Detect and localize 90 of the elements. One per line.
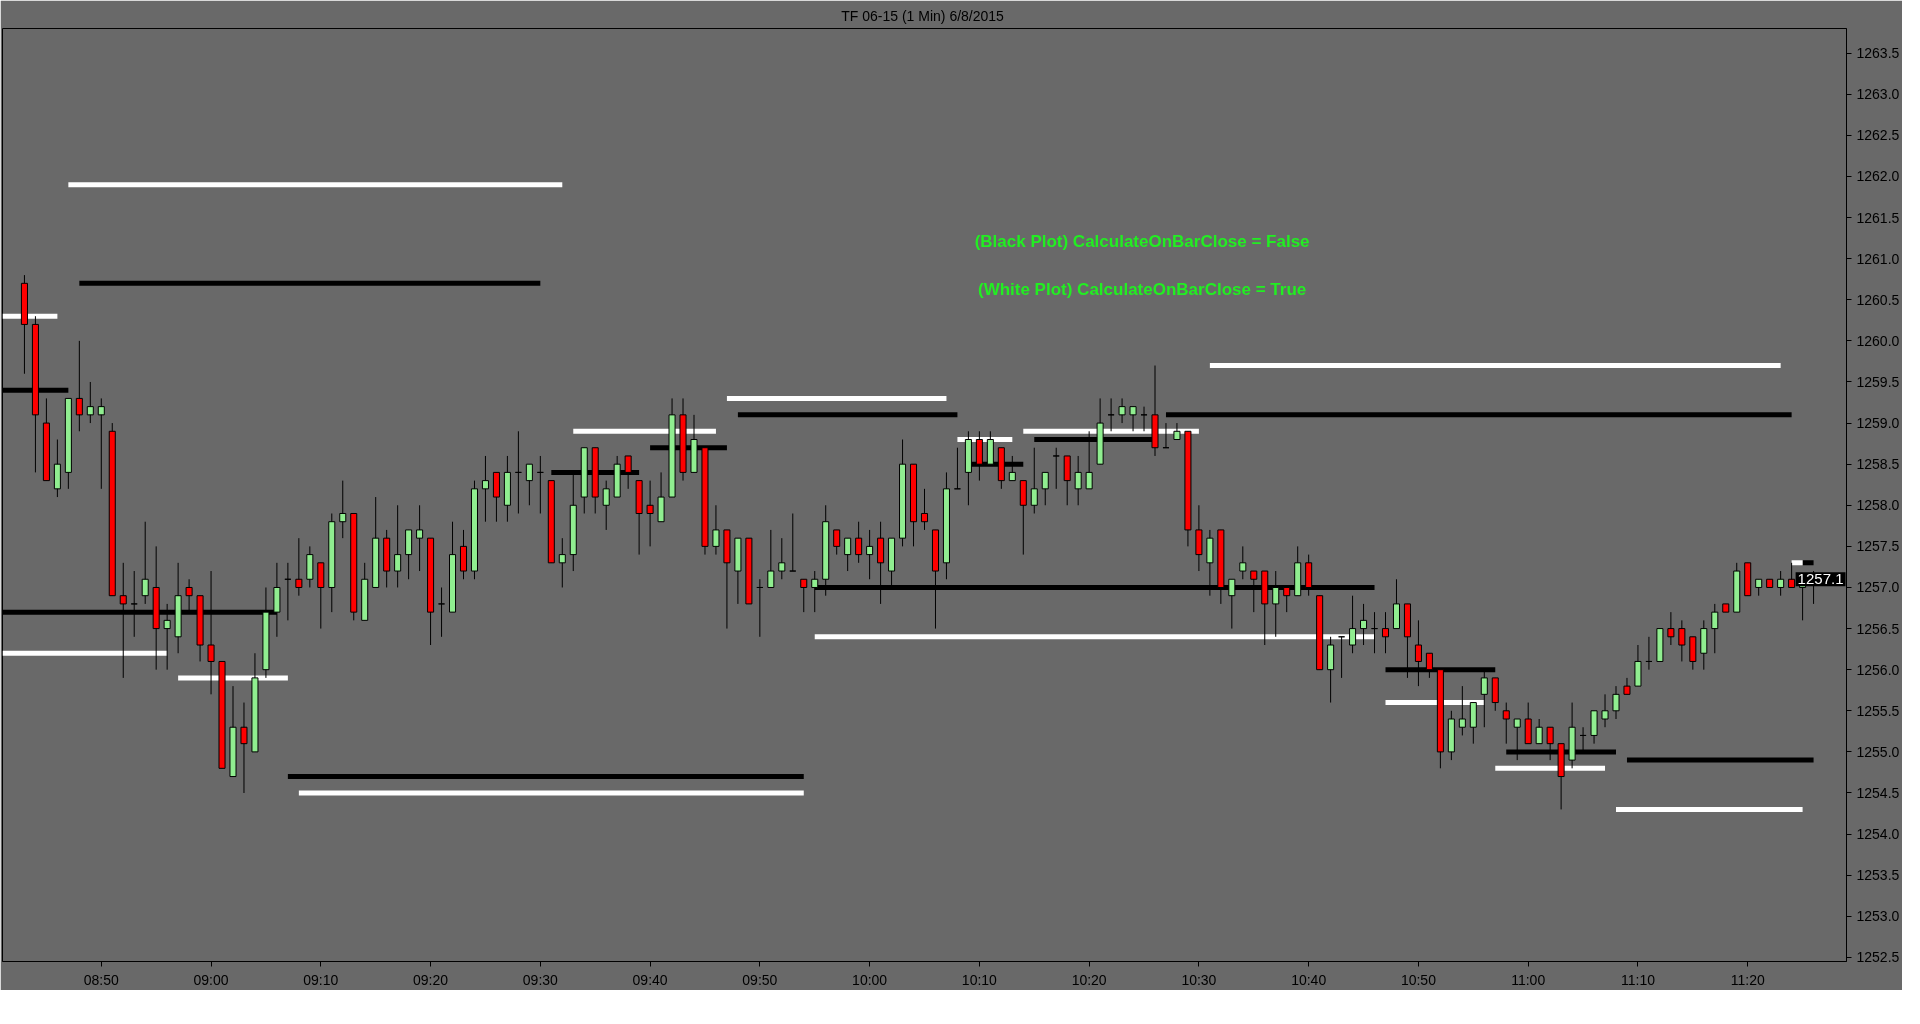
candlestick — [789, 513, 797, 572]
x-tick-label: 08:50 — [83, 971, 120, 988]
x-tick-label: 09:00 — [193, 971, 229, 988]
x-tick-label: 10:00 — [852, 971, 888, 988]
y-tick-label: 1254.5 — [1856, 784, 1900, 801]
candlestick — [481, 455, 489, 523]
candlestick — [1458, 685, 1466, 736]
annotation: 1257.1 — [1797, 570, 1844, 588]
candlestick — [1030, 447, 1038, 514]
candlestick — [558, 537, 566, 588]
x-tick-label: 09:40 — [632, 971, 668, 988]
candlestick — [1777, 570, 1785, 597]
y-tick-label: 1254.0 — [1856, 826, 1900, 843]
y-tick-label: 1256.0 — [1856, 661, 1900, 678]
x-tick-label: 10:50 — [1400, 971, 1437, 988]
candlestick — [1140, 406, 1148, 432]
candlestick — [1612, 685, 1620, 720]
candlestick — [394, 504, 402, 588]
candlestick — [1173, 422, 1181, 441]
candlestick — [1667, 611, 1675, 646]
candlestick — [855, 521, 863, 564]
candlestick — [525, 463, 533, 506]
y-tick-label: 1260.0 — [1856, 332, 1900, 349]
y-tick-label: 1263.0 — [1856, 86, 1900, 103]
y-tick-label: 1257.5 — [1856, 538, 1900, 555]
candlestick — [1129, 406, 1137, 432]
candlestick — [866, 529, 874, 580]
candlestick — [1074, 455, 1082, 506]
y-tick-label: 1253.0 — [1856, 908, 1900, 925]
candlestick — [712, 504, 720, 556]
candlestick — [1678, 619, 1686, 662]
candlestick — [141, 521, 149, 605]
x-tick-label: 10:20 — [1071, 971, 1107, 988]
y-tick-label: 1261.5 — [1856, 209, 1900, 226]
candlestick — [778, 537, 786, 580]
x-tick-label: 11:10 — [1620, 971, 1656, 988]
y-tick-label: 1252.5 — [1856, 949, 1900, 966]
x-tick-label: 10:10 — [961, 971, 998, 988]
candlestick — [240, 702, 248, 794]
candlestick — [339, 480, 347, 539]
candlestick — [1711, 603, 1719, 654]
x-tick-label: 10:30 — [1181, 971, 1217, 988]
candlestick — [1360, 603, 1368, 646]
candlestick — [75, 340, 83, 432]
x-tick-label: 09:10 — [303, 971, 339, 988]
candlestick — [1118, 397, 1126, 424]
y-tick-label: 1263.5 — [1856, 45, 1900, 62]
candlestick — [1535, 718, 1543, 745]
annotation: (Black Plot) CalculateOnBarClose = False — [974, 231, 1310, 251]
x-tick-label: 09:20 — [413, 971, 449, 988]
candlestick — [1107, 397, 1115, 432]
y-tick-label: 1256.5 — [1856, 620, 1900, 637]
y-tick-label: 1261.0 — [1856, 250, 1900, 267]
candlestick — [1381, 611, 1390, 654]
candlestick — [646, 480, 654, 547]
y-tick-label: 1257.0 — [1856, 579, 1900, 596]
candlestick — [1041, 471, 1049, 506]
y-tick-label: 1260.5 — [1856, 291, 1900, 308]
y-tick-label: 1258.5 — [1856, 456, 1900, 473]
y-tick-label: 1259.5 — [1856, 373, 1900, 390]
candlestick — [1349, 595, 1357, 654]
candlestick — [438, 586, 446, 638]
candlestick — [833, 529, 841, 556]
candlestick — [767, 529, 775, 588]
candlestick — [86, 381, 94, 424]
candlestick — [844, 537, 852, 572]
y-tick-label: 1259.0 — [1856, 415, 1900, 432]
candlestick — [97, 397, 105, 490]
x-tick-label: 09:30 — [522, 971, 559, 988]
candlestick — [295, 537, 303, 597]
chart-title: TF 06-15 (1 Min) 6/8/2015 — [841, 7, 1005, 24]
candlestick — [1601, 693, 1609, 728]
y-tick-label: 1258.0 — [1856, 497, 1900, 514]
x-tick-label: 09:50 — [742, 971, 778, 988]
x-tick-label: 10:40 — [1291, 971, 1327, 988]
y-tick-label: 1253.5 — [1856, 867, 1900, 884]
y-tick-label: 1255.0 — [1856, 743, 1900, 760]
y-tick-label: 1262.0 — [1856, 168, 1900, 185]
candlestick — [800, 578, 808, 613]
candlestick — [602, 480, 610, 531]
x-tick-label: 11:20 — [1730, 971, 1765, 988]
candlestick — [416, 504, 424, 572]
y-tick-label: 1255.5 — [1856, 702, 1900, 719]
candlestick — [1239, 545, 1247, 580]
x-tick-label: 11:00 — [1511, 971, 1546, 988]
y-tick-label: 1262.5 — [1856, 127, 1900, 144]
candlestick — [1052, 447, 1060, 490]
candlestick — [920, 488, 929, 531]
annotation: (White Plot) CalculateOnBarClose = True — [977, 280, 1307, 300]
candlestick — [1502, 702, 1510, 745]
